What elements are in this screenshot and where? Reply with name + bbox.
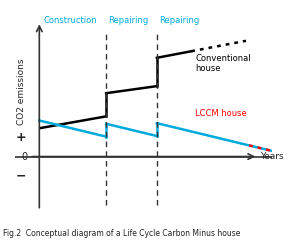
Text: 0: 0: [21, 151, 27, 162]
Text: Repairing: Repairing: [159, 16, 199, 25]
Text: CO2 emissions: CO2 emissions: [16, 59, 26, 126]
Text: Fig.2  Conceptual diagram of a Life Cycle Carbon Minus house: Fig.2 Conceptual diagram of a Life Cycle…: [3, 228, 240, 238]
Text: Repairing: Repairing: [108, 16, 148, 25]
Text: Construction: Construction: [44, 16, 97, 25]
Text: LCCM house: LCCM house: [195, 109, 247, 118]
Text: Years: Years: [260, 152, 284, 161]
Text: +: +: [16, 131, 26, 144]
Text: −: −: [16, 169, 26, 182]
Text: Conventional
house: Conventional house: [195, 54, 251, 73]
